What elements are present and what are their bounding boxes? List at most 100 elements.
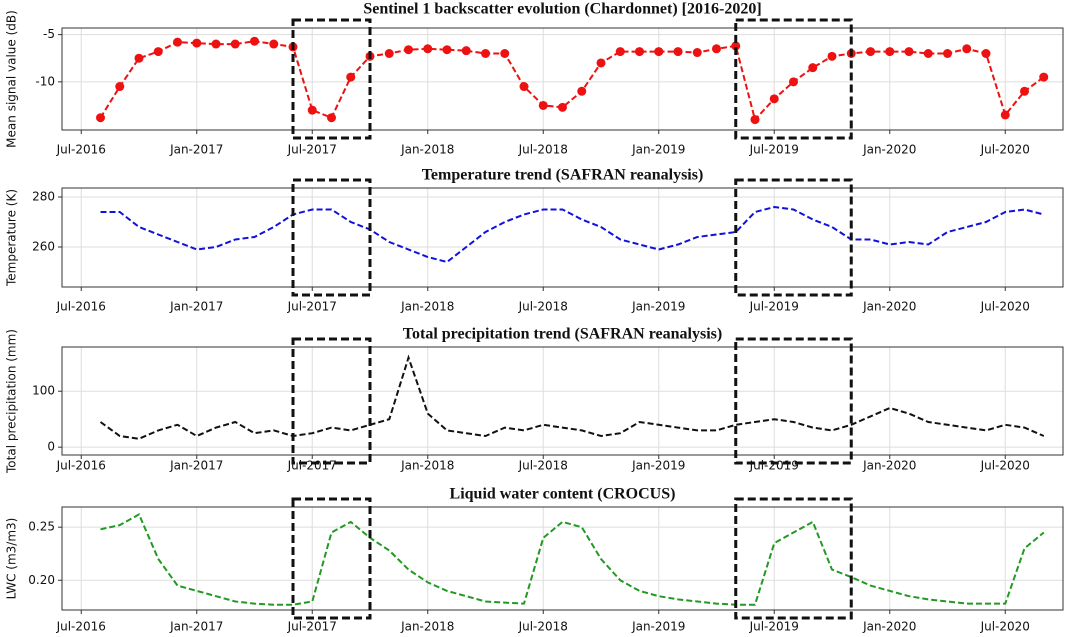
y-tick-label: 280 xyxy=(32,190,55,204)
data-line xyxy=(99,40,1045,122)
highlight-box xyxy=(291,178,372,297)
data-point xyxy=(1020,86,1029,96)
x-tick-label: Jul-2018 xyxy=(518,143,568,157)
data-point xyxy=(346,72,356,82)
data-point xyxy=(96,113,105,123)
data-point xyxy=(750,115,760,125)
data-point xyxy=(769,94,779,104)
x-tick-label: Jan-2018 xyxy=(400,459,454,473)
x-tick-label: Jul-2017 xyxy=(287,300,337,314)
x-tick-label: Jan-2018 xyxy=(400,300,454,314)
data-point xyxy=(519,82,529,92)
data-point xyxy=(635,47,644,57)
plot-frame xyxy=(61,346,1064,456)
highlight-box xyxy=(734,18,853,140)
data-point xyxy=(808,63,818,73)
x-tick-label: Jul-2020 xyxy=(980,459,1030,473)
data-point xyxy=(615,47,625,57)
data-point xyxy=(153,47,163,57)
data-point xyxy=(327,113,336,123)
x-tick-label: Jan-2017 xyxy=(169,143,223,157)
data-point xyxy=(481,49,490,58)
data-point xyxy=(173,37,182,47)
x-tick-label: Jan-2020 xyxy=(862,300,916,314)
panel: Sentinel 1 backscatter evolution (Chardo… xyxy=(5,1,1064,157)
data-point xyxy=(866,47,875,57)
x-tick-label: Jul-2019 xyxy=(749,143,799,157)
chart-title: Total precipitation trend (SAFRAN reanal… xyxy=(403,326,722,343)
y-axis-label: Temperature (K) xyxy=(5,189,19,287)
y-tick-label: -5 xyxy=(43,27,55,41)
highlight-box xyxy=(734,337,853,465)
data-point xyxy=(423,44,433,54)
data-point xyxy=(211,39,221,49)
data-point xyxy=(789,77,798,87)
data-point xyxy=(577,86,587,96)
data-point xyxy=(827,51,837,61)
highlight-box xyxy=(291,497,372,620)
x-tick-label: Jan-2020 xyxy=(862,143,916,157)
x-tick-label: Jan-2019 xyxy=(631,143,685,157)
x-tick-label: Jan-2017 xyxy=(169,620,223,634)
x-tick-label: Jul-2018 xyxy=(518,459,568,473)
x-tick-label: Jul-2016 xyxy=(56,459,106,473)
data-line xyxy=(100,512,1045,606)
data-point xyxy=(250,36,259,46)
data-point xyxy=(981,49,991,58)
plot-frame xyxy=(61,27,1064,131)
data-point xyxy=(192,38,202,48)
data-point xyxy=(538,100,548,110)
x-tick-label: Jul-2016 xyxy=(56,620,106,634)
panel: Liquid water content (CROCUS) LWC (m3/m3)… xyxy=(5,486,1064,634)
data-point xyxy=(134,53,144,63)
x-tick-label: Jan-2018 xyxy=(400,620,454,634)
data-point xyxy=(654,47,664,57)
chart-title: Liquid water content (CROCUS) xyxy=(450,486,676,503)
x-tick-label: Jan-2019 xyxy=(631,459,685,473)
x-tick-label: Jan-2020 xyxy=(862,620,916,634)
y-tick-label: 0 xyxy=(47,440,55,454)
x-tick-label: Jul-2017 xyxy=(287,620,337,634)
x-tick-label: Jan-2020 xyxy=(862,459,916,473)
x-tick-label: Jul-2017 xyxy=(287,143,337,157)
highlight-box xyxy=(734,497,853,620)
data-point xyxy=(712,44,721,54)
x-tick-label: Jul-2019 xyxy=(749,620,799,634)
x-tick-label: Jan-2017 xyxy=(169,300,223,314)
y-axis-label: LWC (m3/m3) xyxy=(5,518,19,600)
data-point xyxy=(923,49,933,58)
data-point xyxy=(1000,110,1010,120)
plot-frame xyxy=(61,506,1064,611)
highlight-box xyxy=(291,18,372,140)
x-tick-label: Jul-2016 xyxy=(56,300,106,314)
panel: Total precipitation trend (SAFRAN reanal… xyxy=(5,326,1064,474)
x-tick-label: Jul-2020 xyxy=(980,620,1030,634)
data-point xyxy=(558,102,567,112)
x-tick-label: Jul-2019 xyxy=(749,459,799,473)
data-point xyxy=(269,39,279,49)
data-point xyxy=(442,45,452,55)
panel: Temperature trend (SAFRAN reanalysis) Tem… xyxy=(5,167,1064,314)
data-point xyxy=(904,47,914,57)
x-tick-label: Jul-2020 xyxy=(980,143,1030,157)
data-point xyxy=(384,49,394,58)
y-tick-label: 260 xyxy=(32,240,55,254)
data-point xyxy=(404,45,413,55)
x-tick-label: Jan-2018 xyxy=(400,143,454,157)
data-point xyxy=(962,44,972,54)
x-tick-label: Jul-2018 xyxy=(518,620,568,634)
x-tick-label: Jul-2019 xyxy=(749,300,799,314)
chart-title: Temperature trend (SAFRAN reanalysis) xyxy=(422,167,704,184)
data-line xyxy=(100,205,1045,264)
x-tick-label: Jan-2017 xyxy=(169,459,223,473)
data-point xyxy=(731,41,741,51)
y-axis-label: Mean signal value (dB) xyxy=(5,10,19,148)
data-point xyxy=(1039,72,1049,82)
y-axis-label: Total precipitation (mm) xyxy=(5,329,19,474)
data-point xyxy=(461,46,471,56)
y-tick-label: -10 xyxy=(35,74,55,88)
x-tick-label: Jul-2016 xyxy=(56,143,106,157)
data-point xyxy=(596,58,606,68)
highlight-box xyxy=(291,337,372,465)
